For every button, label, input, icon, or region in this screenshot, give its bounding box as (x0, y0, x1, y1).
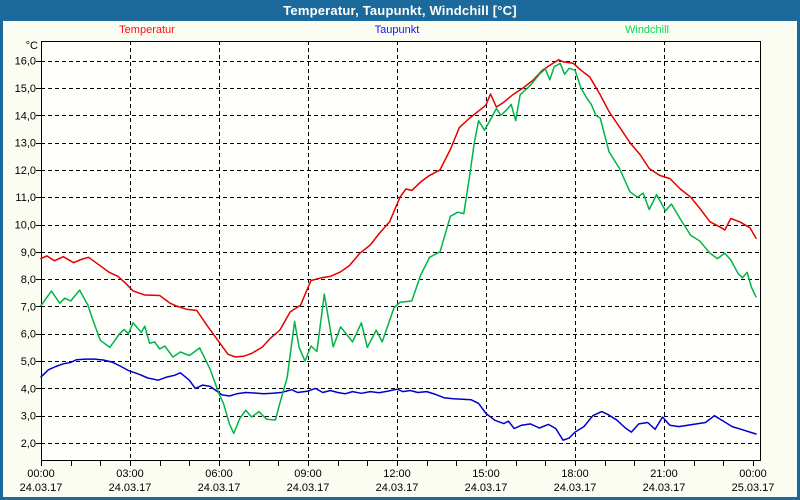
x-tick-date-label: 24.03.17 (465, 482, 508, 494)
y-tick-label: 14,0 (15, 110, 36, 122)
plot-area (41, 41, 761, 461)
x-tick-time-label: 09:00 (294, 468, 322, 480)
y-tick-label: 9,0 (21, 247, 36, 259)
x-tick-time-label: 12:00 (383, 468, 411, 480)
y-tick-label: 5,0 (21, 356, 36, 368)
y-tick-label: 4,0 (21, 383, 36, 395)
series-windchill (40, 62, 757, 435)
x-tick-time-label: 03:00 (116, 468, 144, 480)
y-tick-label: 11,0 (15, 192, 36, 204)
x-tick-date-label: 24.03.17 (554, 482, 597, 494)
x-tick-date-label: 24.03.17 (109, 482, 152, 494)
x-tick-date-label: 25.03.17 (732, 482, 775, 494)
y-tick-label: 13,0 (15, 138, 36, 150)
y-tick-label: 12,0 (15, 165, 36, 177)
chart-legend: Temperatur Taupunkt Windchill (0, 24, 800, 38)
legend-item-taupunkt: Taupunkt (374, 24, 420, 36)
x-tick-date-label: 24.03.17 (376, 482, 419, 494)
window-frame (0, 20, 800, 500)
plot-border (41, 41, 761, 461)
axis-ticks (36, 61, 754, 466)
y-tick-label: 6,0 (21, 329, 36, 341)
x-tick-date-label: 24.03.17 (287, 482, 330, 494)
y-tick-label: 16,0 (15, 56, 36, 68)
series-taupunkt (40, 358, 757, 441)
y-tick-label: 2,0 (21, 438, 36, 450)
x-tick-time-label: 00:00 (27, 468, 55, 480)
x-tick-time-label: 18:00 (561, 468, 589, 480)
series-temperatur (40, 59, 757, 358)
y-tick-label: 8,0 (21, 274, 36, 286)
window-title: Temperatur, Taupunkt, Windchill [°C] (283, 3, 517, 18)
x-tick-time-label: 15:00 (472, 468, 500, 480)
x-tick-time-label: 21:00 (650, 468, 678, 480)
y-tick-label: 15,0 (15, 83, 36, 95)
x-tick-time-label: 00:00 (739, 468, 767, 480)
legend-item-windchill: Windchill (624, 24, 670, 36)
y-tick-label: 7,0 (21, 301, 36, 313)
x-tick-date-label: 24.03.17 (20, 482, 63, 494)
x-tick-date-label: 24.03.17 (643, 482, 686, 494)
y-tick-label: 3,0 (21, 411, 36, 423)
y-tick-label: 10,0 (15, 220, 36, 232)
axis-labels: °C 16,0 15,0 14,0 13,0 12,0 11,0 10,0 9,0 8,0 7,0 6… (15, 40, 775, 494)
legend-item-temperatur: Temperatur (119, 24, 175, 36)
x-tick-time-label: 06:00 (205, 468, 233, 480)
window-titlebar[interactable]: Temperatur, Taupunkt, Windchill [°C] (0, 0, 800, 21)
y-axis-unit-label: °C (26, 40, 38, 52)
x-tick-date-label: 24.03.17 (198, 482, 241, 494)
